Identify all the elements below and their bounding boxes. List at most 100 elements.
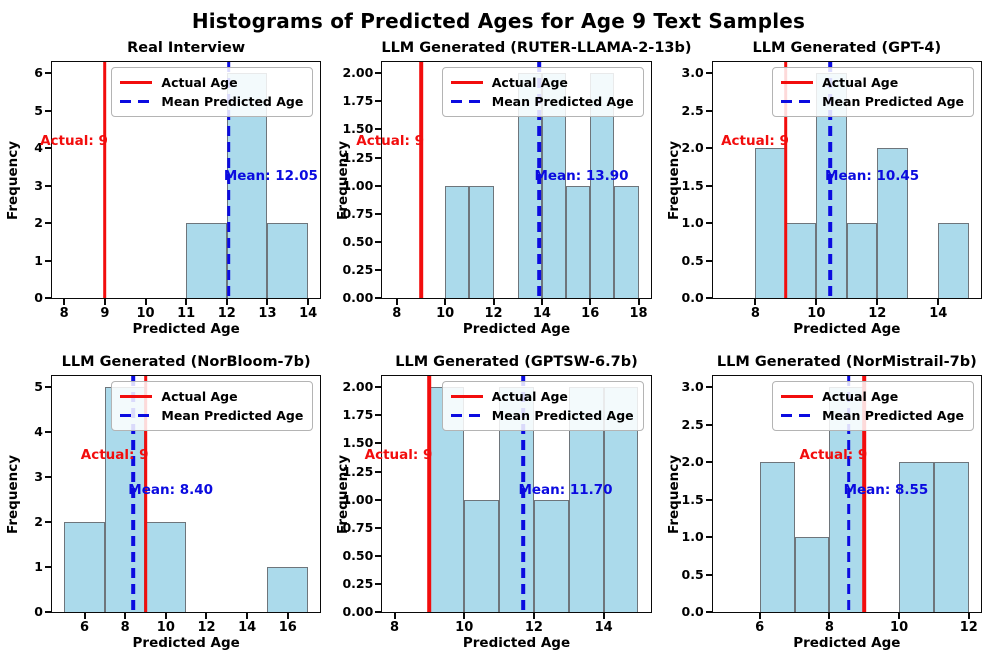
- x-tick-label: 10: [436, 306, 455, 321]
- y-tick-label: 0.5: [681, 252, 704, 268]
- y-tick-mark: [45, 431, 52, 434]
- x-tick-mark: [492, 298, 495, 305]
- actual-age-line-swatch: [120, 80, 153, 85]
- mean-age-annotation: Mean: 8.40: [128, 481, 214, 498]
- histogram-subplot-2: LLM Generated (RUTER-LLAMA-2-13b) Frequen…: [335, 40, 691, 340]
- actual-age-annotation: Actual: 9: [80, 446, 149, 463]
- y-tick-label: 1.5: [681, 491, 704, 507]
- y-tick-mark: [705, 386, 713, 389]
- y-tick-label: 1.0: [681, 528, 704, 544]
- histogram-bar: [267, 567, 309, 612]
- histogram-bar: [64, 522, 105, 612]
- y-tick-label: 0.75: [342, 519, 374, 535]
- y-tick-label: 2.0: [681, 453, 704, 469]
- x-tick-mark: [393, 612, 396, 619]
- y-tick-label: 1: [34, 252, 43, 268]
- y-tick-mark: [375, 611, 383, 613]
- y-tick-mark: [705, 72, 713, 75]
- y-tick-label: 5: [34, 102, 43, 118]
- x-tick-label: 10: [156, 620, 175, 635]
- x-axis-label: Predicted Age: [132, 635, 240, 651]
- x-tick-label: 8: [120, 620, 130, 635]
- y-tick-label: 0.25: [342, 261, 374, 277]
- y-tick-mark: [375, 268, 383, 271]
- y-tick-label: 0.0: [681, 289, 704, 305]
- actual-age-annotation: Actual: 9: [364, 446, 433, 463]
- y-tick-mark: [45, 521, 52, 524]
- y-tick-label: 0.0: [681, 603, 704, 619]
- x-tick-label: 14: [238, 620, 257, 635]
- histogram-bar: [877, 148, 908, 298]
- y-tick-label: 1.50: [342, 435, 374, 451]
- x-tick-label: 16: [278, 620, 297, 635]
- y-tick-label: 3: [34, 468, 43, 484]
- y-axis-label: Frequency: [665, 140, 682, 220]
- x-tick-mark: [532, 612, 535, 619]
- mean-age-annotation: Mean: 12.05: [223, 167, 318, 184]
- x-tick-label: 12: [484, 306, 503, 321]
- y-tick-label: 1: [34, 558, 43, 574]
- subplot-title: LLM Generated (GPTSW-6.7b): [395, 354, 638, 370]
- y-tick-label: 1.75: [342, 407, 374, 423]
- histogram-subplot-5: LLM Generated (GPTSW-6.7b) Frequency 0.00 0…: [335, 354, 661, 654]
- y-tick-mark: [705, 184, 713, 187]
- y-tick-label: 1.00: [342, 491, 374, 507]
- x-tick-label: 14: [929, 306, 948, 321]
- subplot-title: Real Interview: [127, 40, 246, 56]
- mean-age-line-swatch: [781, 99, 814, 104]
- y-tick-label: 1.00: [342, 177, 374, 193]
- x-tick-mark: [444, 298, 447, 305]
- histogram-bar: [445, 185, 470, 298]
- histogram-bar: [755, 148, 786, 298]
- histogram-bar: [899, 462, 934, 612]
- y-tick-label: 1.50: [342, 121, 374, 137]
- y-tick-label: 1.75: [342, 93, 374, 109]
- plot-area: 0 1 2 3 4 5 6 8 9 10 11 12 13 14 Actual: 9 Mean: 12.05 A…: [34, 61, 322, 320]
- legend-label: Mean Predicted Age: [491, 408, 634, 423]
- plot-area: 0.00 0.25 0.50 0.75 1.00 1.25 1.50 1.75 2.00 8 10 1…: [342, 375, 652, 634]
- x-tick-mark: [144, 298, 147, 305]
- x-tick-label: 16: [581, 306, 600, 321]
- x-tick-mark: [540, 298, 543, 305]
- y-tick-mark: [375, 414, 383, 417]
- legend: Actual Age Mean Predicted Age: [111, 381, 314, 431]
- y-tick-mark: [45, 222, 52, 225]
- x-tick-mark: [815, 298, 818, 305]
- subplot-title: LLM Generated (NorMistrail-7b): [716, 354, 977, 370]
- legend-actual-age: Actual Age: [120, 387, 303, 406]
- histogram-bar: [145, 522, 187, 612]
- histogram-bar: [267, 223, 309, 298]
- x-tick-mark: [637, 298, 640, 305]
- legend-mean-predicted-age: Mean Predicted Age: [781, 406, 964, 425]
- y-tick-label: 1.25: [342, 149, 374, 165]
- actual-age-line-swatch: [781, 394, 814, 399]
- y-tick-mark: [705, 498, 713, 501]
- x-tick-label: 6: [79, 620, 90, 635]
- x-tick-mark: [246, 612, 249, 619]
- x-tick-mark: [307, 298, 310, 305]
- histogram-bar: [938, 223, 969, 298]
- actual-age-line-swatch: [781, 80, 814, 85]
- y-tick-label: 0.5: [681, 566, 704, 582]
- x-tick-mark: [758, 612, 761, 619]
- y-tick-mark: [375, 498, 383, 501]
- x-tick-mark: [589, 298, 592, 305]
- mean-age-line-swatch: [450, 99, 483, 104]
- mean-age-line-swatch: [450, 413, 483, 418]
- mean-age-annotation: Mean: 13.90: [534, 167, 629, 184]
- legend: Actual Age Mean Predicted Age: [772, 381, 974, 431]
- y-tick-label: 3: [34, 177, 43, 193]
- mean-predicted-age-line: [227, 62, 231, 298]
- legend-label: Mean Predicted Age: [822, 94, 964, 109]
- histogram-bar: [464, 499, 500, 612]
- y-tick-label: 6: [34, 64, 43, 80]
- x-axis-label: Predicted Age: [132, 321, 240, 337]
- x-tick-mark: [967, 612, 970, 619]
- x-tick-mark: [898, 612, 901, 619]
- histogram-subplot-4: LLM Generated (NorBloom-7b) Frequency 0 1 2 3…: [5, 354, 331, 654]
- y-tick-mark: [375, 442, 383, 445]
- y-tick-label: 1.5: [681, 177, 704, 193]
- y-tick-mark: [375, 386, 383, 389]
- y-tick-mark: [45, 259, 52, 262]
- actual-age-line: [784, 62, 788, 298]
